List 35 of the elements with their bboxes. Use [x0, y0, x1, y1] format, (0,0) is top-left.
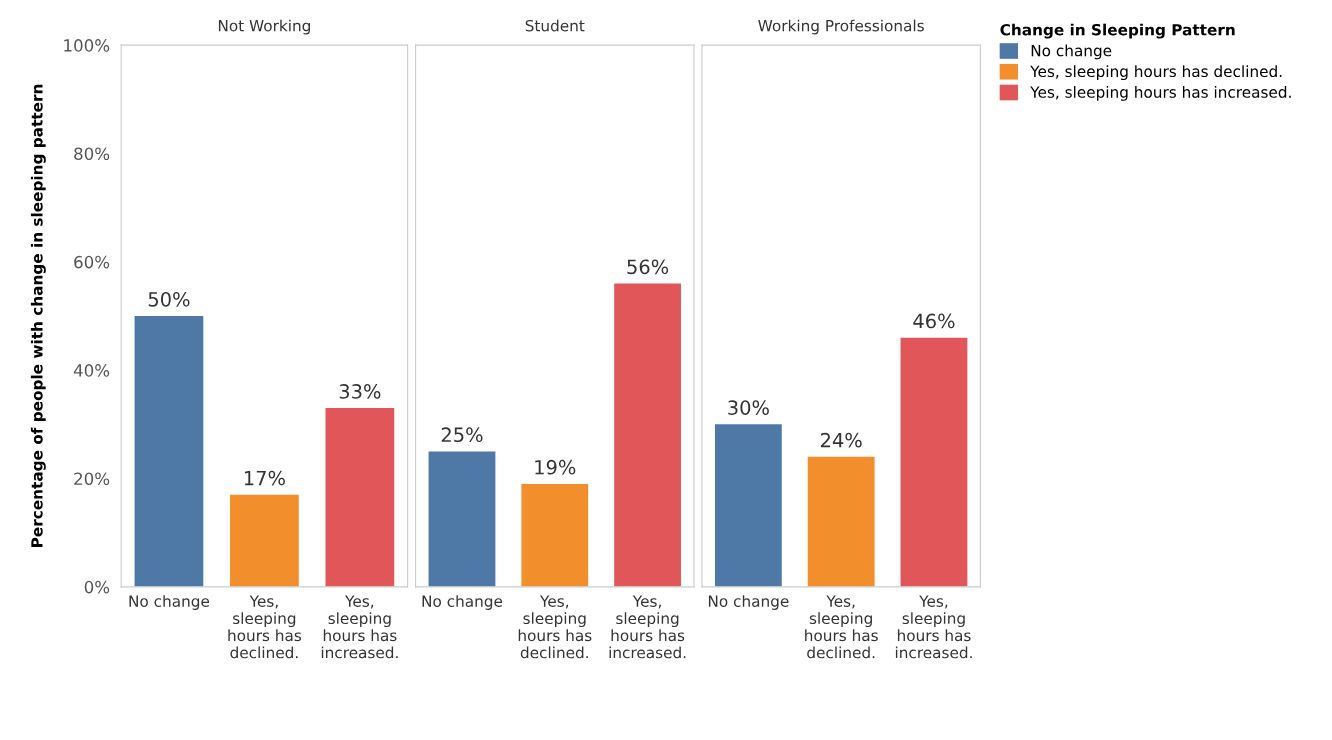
x-tick-label: Yes, sleeping hours has increased.: [895, 595, 972, 659]
x-tick-label: Yes, sleeping hours has increased.: [609, 595, 686, 659]
legend-label: Yes, sleeping hours has declined.: [1030, 65, 1282, 81]
legend-label: No change: [1031, 44, 1112, 60]
legend-label: Yes, sleeping hours has increased.: [1030, 86, 1291, 101]
x-tick-label: Yes, sleeping hours has declined.: [518, 595, 592, 659]
data-label: 30%: [728, 400, 769, 415]
y-tick-label: 20%: [74, 472, 110, 486]
y-tick-label: 60%: [74, 255, 110, 269]
y-axis-title: Percentage of people with change in sleeping pattern: [30, 84, 46, 547]
bar: [230, 494, 299, 587]
chart-title: Student: [525, 19, 585, 32]
x-tick-label: No change: [422, 595, 503, 610]
x-tick-label: Yes, sleeping hours has declined.: [805, 595, 878, 659]
data-label: 33%: [339, 384, 381, 399]
data-label: 46%: [913, 313, 955, 329]
bar: [134, 315, 204, 587]
x-tick-label: No change: [129, 595, 210, 610]
bar: [325, 408, 395, 587]
y-tick-label: 0%: [84, 580, 110, 594]
data-label: 25%: [441, 427, 483, 443]
data-label: 17%: [244, 470, 285, 486]
legend-title: Change in Sleeping Pattern: [1000, 23, 1235, 39]
y-tick-label: 100%: [64, 39, 110, 52]
y-tick-label: 80%: [74, 147, 110, 161]
data-label: 56%: [627, 259, 669, 275]
data-label: 19%: [535, 459, 576, 475]
data-label: 50%: [148, 291, 190, 307]
chart-title: Not Working: [218, 19, 310, 35]
data-label: 24%: [820, 432, 862, 448]
y-tick-label: 40%: [73, 364, 110, 377]
x-tick-label: Yes, sleeping hours has declined.: [228, 595, 302, 659]
chart-title: Working Professionals: [758, 19, 924, 35]
x-tick-label: No change: [708, 595, 789, 610]
x-tick-label: Yes, sleeping hours has increased.: [321, 595, 398, 659]
